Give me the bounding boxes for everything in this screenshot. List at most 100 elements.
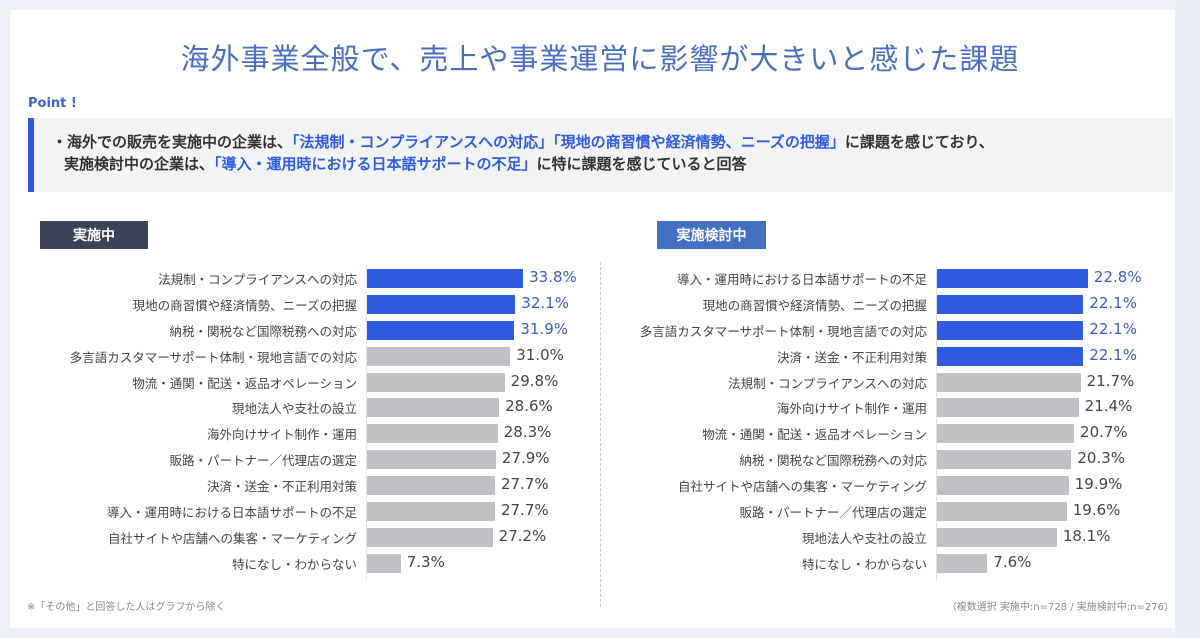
bar-row: 導入・運用時における日本語サポートの不足 22.8% [610,266,1200,292]
bar-row: 自社サイトや店舗への集客・マーケティング 27.2% [0,525,600,551]
bar-row: 納税・関税など国際税務への対応 31.9% [0,318,600,344]
bar-category-label: 販路・パートナー／代理店の選定 [169,453,357,469]
bar-category-label: 決済・送金・不正利用対策 [776,349,927,365]
bar-category-label: 現地法人や支社の設立 [231,401,357,417]
point-line-2-highlight: 「導入・運用時における日本語サポートの不足」 [214,155,537,173]
chart-tag-implementing: 実施中 [40,221,148,249]
bar [937,424,1075,444]
bar-category-label: 多言語カスタマーサポート体制・現地言語での対応 [69,349,357,365]
bar [937,398,1079,418]
bar-category-label: 特になし・わからない [231,556,357,572]
bar-category-label: 物流・通関・配送・返品オペレーション [702,427,927,443]
bar-row: 決済・送金・不正利用対策 27.7% [0,473,600,499]
slide-card [10,10,1175,628]
bar-value-label: 7.3% [406,552,445,571]
bar-chart-considering: 導入・運用時における日本語サポートの不足 22.8% 現地の商習慣や経済情勢、ニーズ… [610,266,1200,581]
y-axis-line [936,266,937,581]
bar-row: 現地の商習慣や経済情勢、ニーズの把握 32.1% [0,292,600,318]
bar-value-label: 7.6% [993,552,1032,571]
point-label: Point ! [28,96,77,111]
bar-value-label: 22.1% [1089,345,1137,364]
page-title: 海外事業全般で、売上や事業運営に影響が大きいと感じた課題 [180,42,1020,76]
bar-category-label: 海外向けサイト制作・運用 [206,427,357,443]
bar-category-label: 決済・送金・不正利用対策 [206,479,357,495]
bar-value-label: 21.4% [1084,397,1133,416]
bar-row: 自社サイトや店舗への集客・マーケティング 19.9% [610,473,1200,499]
point-line-1-seg-0: ・海外での販売を実施中の企業は、 [52,133,293,151]
bar-value-label: 18.1% [1062,526,1111,545]
point-line-1-highlight: 「法規制・コンプライアンスへの対応」「現地の商習慣や経済情勢、ニーズの把握」 [292,133,845,151]
bar [937,269,1088,288]
bar-row: 販路・パートナー／代理店の選定 27.9% [0,447,600,473]
bar-category-label: 海外向けサイト制作・運用 [776,401,927,417]
bar-row: 海外向けサイト制作・運用 28.3% [0,421,600,447]
bar-category-label: 現地の商習慣や経済情勢、ニーズの把握 [132,297,357,313]
bar [367,502,495,522]
bar-value-label: 28.3% [503,423,552,442]
bar [937,450,1072,470]
bar [367,269,524,288]
bar-chart-implementing: 法規制・コンプライアンスへの対応 33.8% 現地の商習慣や経済情勢、ニーズの把握 3… [0,266,600,581]
bar-row: 現地法人や支社の設立 18.1% [610,525,1200,551]
bar-row: 海外向けサイト制作・運用 21.4% [610,395,1200,421]
bar-value-label: 22.8% [1093,268,1142,286]
bar-row: 物流・通関・配送・返品オペレーション 29.8% [0,370,600,396]
chart-tag-considering: 実施検討中 [657,221,766,249]
bar [937,372,1081,392]
bar-value-label: 20.7% [1080,423,1128,442]
bar-row: 導入・運用時における日本語サポートの不足 27.7% [0,499,600,525]
bar-category-label: 特になし・わからない [801,556,927,572]
bar-value-label: 21.7% [1086,371,1135,390]
bar-category-label: 納税・関税など国際税務への対応 [739,453,927,469]
background-strip [1175,0,1200,638]
footnote-exclusion: ※「その他」と回答した人はグラフから除く [27,602,226,613]
bar-value-label: 19.9% [1074,475,1123,494]
bar [937,502,1067,522]
bar-value-label: 22.1% [1089,293,1137,312]
chart-divider [600,262,601,607]
bar-value-label: 33.8% [529,268,577,286]
point-line-1-seg-2: に課題を感じており、 [844,133,994,151]
bar [937,320,1084,340]
bar-category-label: 現地法人や支社の設立 [801,530,927,546]
bar-category-label: 法規制・コンプライアンスへの対応 [728,375,927,391]
bar-value-label: 27.7% [500,475,549,494]
bar [367,553,401,573]
bar [937,346,1084,366]
bar-category-label: 物流・通関・配送・返品オペレーション [132,375,357,391]
bar-category-label: 多言語カスタマーサポート体制・現地言語での対応 [639,323,927,339]
bar-row: 多言語カスタマーサポート体制・現地言語での対応 31.0% [0,344,600,370]
bar-row: 物流・通関・配送・返品オペレーション 20.7% [610,421,1200,447]
bar [367,424,498,444]
bar-row: 法規制・コンプライアンスへの対応 33.8% [0,266,600,292]
bar-category-label: 導入・運用時における日本語サポートの不足 [106,505,357,521]
bar-value-label: 29.8% [510,371,559,390]
bar-row: 法規制・コンプライアンスへの対応 21.7% [610,370,1200,396]
bar-category-label: 自社サイトや店舗への集客・マーケティング [107,530,357,546]
bar-row: 現地法人や支社の設立 28.6% [0,395,600,421]
bar-value-label: 32.1% [521,293,569,312]
bar-value-label: 27.2% [498,526,547,545]
bar [367,450,496,470]
bar [937,294,1084,314]
bar [937,527,1057,547]
bar-category-label: 納税・関税など国際税務への対応 [169,323,357,339]
bar [367,294,516,314]
bar-value-label: 20.3% [1077,449,1126,468]
bar-row: 特になし・わからない 7.3% [0,551,600,577]
bar-category-label: 自社サイトや店舗への集客・マーケティング [677,479,927,495]
bar-value-label: 31.9% [520,319,569,338]
bar-value-label: 27.7% [500,501,549,520]
bar-row: 現地の商習慣や経済情勢、ニーズの把握 22.1% [610,292,1200,318]
bar [367,398,500,418]
bar [367,320,515,340]
bar-row: 販路・パートナー／代理店の選定 19.6% [610,499,1200,525]
bar [937,476,1069,496]
point-line-2-seg-0: 実施検討中の企業は、 [64,155,215,173]
bar [367,346,511,366]
point-line-2: 実施検討中の企業は、「導入・運用時における日本語サポートの不足」に特に課題を感じ… [64,153,1173,175]
bar-value-label: 28.6% [505,397,553,416]
footnote-sample-size: （複数選択 実施中:n=728 / 実施検討中:n=276） [946,602,1174,613]
bar-value-label: 31.0% [516,345,564,364]
bar [367,476,495,496]
